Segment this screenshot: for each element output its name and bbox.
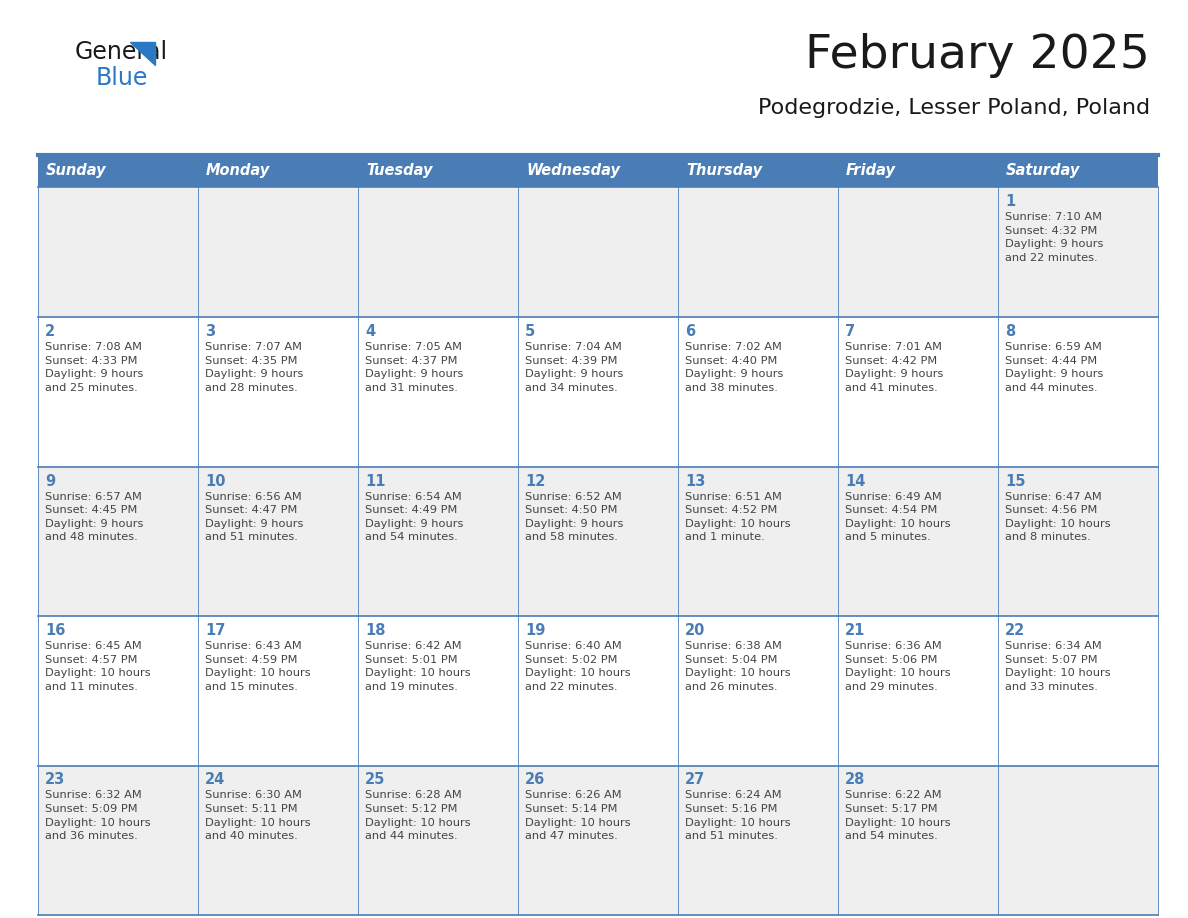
Bar xyxy=(38,187,1158,317)
Text: Sunrise: 6:28 AM
Sunset: 5:12 PM
Daylight: 10 hours
and 44 minutes.: Sunrise: 6:28 AM Sunset: 5:12 PM Dayligh… xyxy=(365,790,470,841)
Text: Sunrise: 6:49 AM
Sunset: 4:54 PM
Daylight: 10 hours
and 5 minutes.: Sunrise: 6:49 AM Sunset: 4:54 PM Dayligh… xyxy=(845,491,950,543)
Text: 17: 17 xyxy=(206,623,226,638)
Text: 10: 10 xyxy=(206,474,226,488)
Bar xyxy=(38,766,1158,915)
Text: 8: 8 xyxy=(1005,324,1016,339)
Text: Sunrise: 6:36 AM
Sunset: 5:06 PM
Daylight: 10 hours
and 29 minutes.: Sunrise: 6:36 AM Sunset: 5:06 PM Dayligh… xyxy=(845,641,950,692)
Text: Sunrise: 7:05 AM
Sunset: 4:37 PM
Daylight: 9 hours
and 31 minutes.: Sunrise: 7:05 AM Sunset: 4:37 PM Dayligh… xyxy=(365,342,463,393)
Text: Sunrise: 6:56 AM
Sunset: 4:47 PM
Daylight: 9 hours
and 51 minutes.: Sunrise: 6:56 AM Sunset: 4:47 PM Dayligh… xyxy=(206,491,303,543)
Text: Sunrise: 7:10 AM
Sunset: 4:32 PM
Daylight: 9 hours
and 22 minutes.: Sunrise: 7:10 AM Sunset: 4:32 PM Dayligh… xyxy=(1005,212,1104,263)
Text: Sunrise: 6:57 AM
Sunset: 4:45 PM
Daylight: 9 hours
and 48 minutes.: Sunrise: 6:57 AM Sunset: 4:45 PM Dayligh… xyxy=(45,491,144,543)
Text: 21: 21 xyxy=(845,623,865,638)
Text: Sunrise: 6:26 AM
Sunset: 5:14 PM
Daylight: 10 hours
and 47 minutes.: Sunrise: 6:26 AM Sunset: 5:14 PM Dayligh… xyxy=(525,790,631,841)
Bar xyxy=(678,155,838,187)
Text: Sunday: Sunday xyxy=(46,163,107,178)
Text: 9: 9 xyxy=(45,474,55,488)
Text: Friday: Friday xyxy=(846,163,896,178)
Text: Sunrise: 6:40 AM
Sunset: 5:02 PM
Daylight: 10 hours
and 22 minutes.: Sunrise: 6:40 AM Sunset: 5:02 PM Dayligh… xyxy=(525,641,631,692)
Bar xyxy=(38,616,1158,766)
Text: 14: 14 xyxy=(845,474,865,488)
Text: Sunrise: 6:59 AM
Sunset: 4:44 PM
Daylight: 9 hours
and 44 minutes.: Sunrise: 6:59 AM Sunset: 4:44 PM Dayligh… xyxy=(1005,342,1104,393)
Text: 7: 7 xyxy=(845,324,855,339)
Text: Sunrise: 7:08 AM
Sunset: 4:33 PM
Daylight: 9 hours
and 25 minutes.: Sunrise: 7:08 AM Sunset: 4:33 PM Dayligh… xyxy=(45,342,144,393)
Bar xyxy=(38,155,198,187)
Text: 5: 5 xyxy=(525,324,536,339)
Text: Monday: Monday xyxy=(206,163,270,178)
Bar xyxy=(518,155,678,187)
Text: Sunrise: 6:30 AM
Sunset: 5:11 PM
Daylight: 10 hours
and 40 minutes.: Sunrise: 6:30 AM Sunset: 5:11 PM Dayligh… xyxy=(206,790,310,841)
Text: 2: 2 xyxy=(45,324,55,339)
Text: 22: 22 xyxy=(1005,623,1025,638)
Text: 18: 18 xyxy=(365,623,385,638)
Text: 19: 19 xyxy=(525,623,545,638)
Text: Sunrise: 6:32 AM
Sunset: 5:09 PM
Daylight: 10 hours
and 36 minutes.: Sunrise: 6:32 AM Sunset: 5:09 PM Dayligh… xyxy=(45,790,151,841)
Text: 15: 15 xyxy=(1005,474,1025,488)
Text: 26: 26 xyxy=(525,773,545,788)
Polygon shape xyxy=(129,42,154,65)
Text: 4: 4 xyxy=(365,324,375,339)
Text: February 2025: February 2025 xyxy=(805,32,1150,77)
Text: 1: 1 xyxy=(1005,194,1016,209)
Text: 25: 25 xyxy=(365,773,385,788)
Bar xyxy=(838,155,998,187)
Text: Sunrise: 6:38 AM
Sunset: 5:04 PM
Daylight: 10 hours
and 26 minutes.: Sunrise: 6:38 AM Sunset: 5:04 PM Dayligh… xyxy=(685,641,791,692)
Text: Sunrise: 6:51 AM
Sunset: 4:52 PM
Daylight: 10 hours
and 1 minute.: Sunrise: 6:51 AM Sunset: 4:52 PM Dayligh… xyxy=(685,491,791,543)
Text: Podegrodzie, Lesser Poland, Poland: Podegrodzie, Lesser Poland, Poland xyxy=(758,98,1150,118)
Text: Sunrise: 6:47 AM
Sunset: 4:56 PM
Daylight: 10 hours
and 8 minutes.: Sunrise: 6:47 AM Sunset: 4:56 PM Dayligh… xyxy=(1005,491,1111,543)
Text: Saturday: Saturday xyxy=(1006,163,1080,178)
Text: 20: 20 xyxy=(685,623,706,638)
Text: Blue: Blue xyxy=(96,66,148,90)
Bar xyxy=(198,155,358,187)
Text: Wednesday: Wednesday xyxy=(526,163,620,178)
Text: 13: 13 xyxy=(685,474,706,488)
Text: Sunrise: 7:04 AM
Sunset: 4:39 PM
Daylight: 9 hours
and 34 minutes.: Sunrise: 7:04 AM Sunset: 4:39 PM Dayligh… xyxy=(525,342,624,393)
Text: Sunrise: 6:22 AM
Sunset: 5:17 PM
Daylight: 10 hours
and 54 minutes.: Sunrise: 6:22 AM Sunset: 5:17 PM Dayligh… xyxy=(845,790,950,841)
Bar xyxy=(38,317,1158,466)
Text: 23: 23 xyxy=(45,773,65,788)
Text: Sunrise: 6:42 AM
Sunset: 5:01 PM
Daylight: 10 hours
and 19 minutes.: Sunrise: 6:42 AM Sunset: 5:01 PM Dayligh… xyxy=(365,641,470,692)
Text: 16: 16 xyxy=(45,623,65,638)
Text: Sunrise: 6:52 AM
Sunset: 4:50 PM
Daylight: 9 hours
and 58 minutes.: Sunrise: 6:52 AM Sunset: 4:50 PM Dayligh… xyxy=(525,491,624,543)
Text: Sunrise: 7:02 AM
Sunset: 4:40 PM
Daylight: 9 hours
and 38 minutes.: Sunrise: 7:02 AM Sunset: 4:40 PM Dayligh… xyxy=(685,342,783,393)
Text: General: General xyxy=(75,40,169,64)
Text: 24: 24 xyxy=(206,773,226,788)
Text: 12: 12 xyxy=(525,474,545,488)
Text: 6: 6 xyxy=(685,324,695,339)
Bar xyxy=(998,155,1158,187)
Text: 27: 27 xyxy=(685,773,706,788)
Text: Sunrise: 6:43 AM
Sunset: 4:59 PM
Daylight: 10 hours
and 15 minutes.: Sunrise: 6:43 AM Sunset: 4:59 PM Dayligh… xyxy=(206,641,310,692)
Text: 3: 3 xyxy=(206,324,215,339)
Text: Sunrise: 6:24 AM
Sunset: 5:16 PM
Daylight: 10 hours
and 51 minutes.: Sunrise: 6:24 AM Sunset: 5:16 PM Dayligh… xyxy=(685,790,791,841)
Text: Tuesday: Tuesday xyxy=(366,163,432,178)
Text: 28: 28 xyxy=(845,773,865,788)
Text: 11: 11 xyxy=(365,474,385,488)
Bar xyxy=(358,155,518,187)
Text: Sunrise: 7:01 AM
Sunset: 4:42 PM
Daylight: 9 hours
and 41 minutes.: Sunrise: 7:01 AM Sunset: 4:42 PM Dayligh… xyxy=(845,342,943,393)
Text: Sunrise: 6:45 AM
Sunset: 4:57 PM
Daylight: 10 hours
and 11 minutes.: Sunrise: 6:45 AM Sunset: 4:57 PM Dayligh… xyxy=(45,641,151,692)
Text: Thursday: Thursday xyxy=(685,163,763,178)
Bar xyxy=(38,466,1158,616)
Text: Sunrise: 6:34 AM
Sunset: 5:07 PM
Daylight: 10 hours
and 33 minutes.: Sunrise: 6:34 AM Sunset: 5:07 PM Dayligh… xyxy=(1005,641,1111,692)
Text: Sunrise: 7:07 AM
Sunset: 4:35 PM
Daylight: 9 hours
and 28 minutes.: Sunrise: 7:07 AM Sunset: 4:35 PM Dayligh… xyxy=(206,342,303,393)
Text: Sunrise: 6:54 AM
Sunset: 4:49 PM
Daylight: 9 hours
and 54 minutes.: Sunrise: 6:54 AM Sunset: 4:49 PM Dayligh… xyxy=(365,491,463,543)
